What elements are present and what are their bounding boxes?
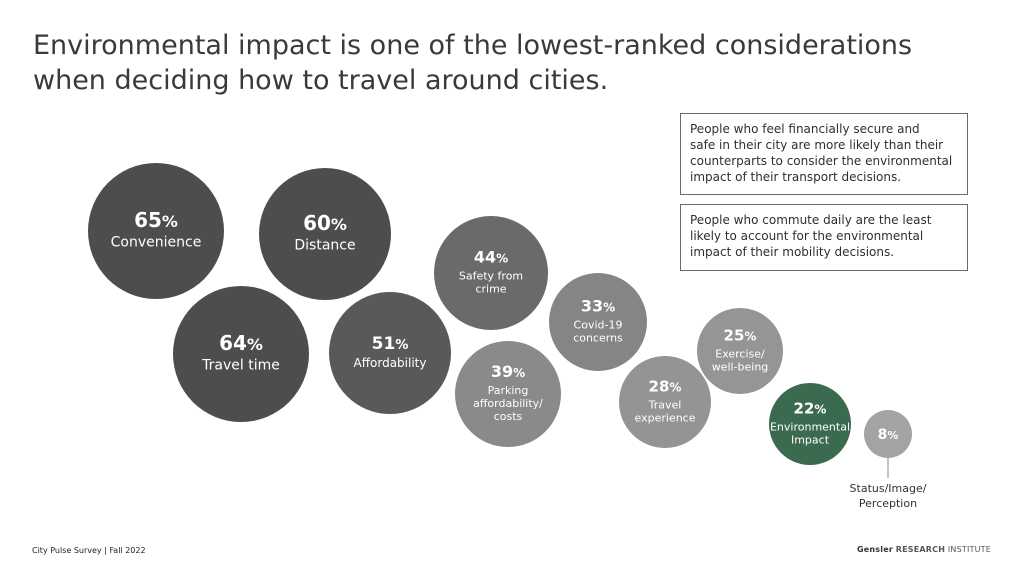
callout-line: counterparts to consider the environment… — [690, 154, 953, 168]
bubble-label: Travel time — [201, 358, 280, 374]
bubble-circle — [329, 292, 451, 414]
bubble-circle — [455, 341, 561, 447]
callout-line: likely to account for the environmental — [690, 229, 924, 243]
bubble-status-image-perception: 8% Status/Image/Perception — [850, 410, 927, 510]
bubble-label: crime — [475, 283, 506, 296]
callout-financial-security: People who feel financially secure and s… — [680, 113, 968, 195]
callout-line: safe in their city are more likely than … — [690, 138, 944, 152]
value-number: 64 — [219, 331, 247, 355]
bubble-label: costs — [494, 410, 523, 423]
bubble-circle — [769, 383, 851, 465]
brand-name: Gensler — [857, 545, 893, 554]
bubble-label: Covid-19 — [574, 319, 623, 332]
callout-line: impact of their mobility decisions. — [690, 245, 895, 259]
title-line-2: when deciding how to travel around citie… — [33, 65, 609, 96]
source-note: City Pulse Survey | Fall 2022 — [32, 546, 146, 555]
value-number: 51 — [372, 334, 396, 354]
value-unit: % — [395, 338, 408, 353]
value-unit: % — [669, 380, 681, 394]
brand-institute: INSTITUTE — [947, 545, 991, 554]
value-unit: % — [247, 335, 263, 354]
bubble-value: 22% — [794, 399, 827, 417]
bubble-label: Impact — [791, 433, 830, 446]
bubble-circle — [173, 286, 309, 422]
brand-logo: Gensler RESEARCH INSTITUTE — [857, 545, 991, 554]
value-number: 60 — [303, 211, 331, 235]
value-number: 39 — [491, 362, 513, 381]
callout-line: People who commute daily are the least — [690, 213, 932, 227]
bubble-label: Environmental — [770, 420, 850, 433]
value-unit: % — [331, 215, 347, 234]
bubble-label: Status/Image/ — [850, 482, 927, 495]
bubble-label: affordability/ — [473, 397, 543, 410]
value-unit: % — [513, 366, 525, 380]
bubble-value: 44% — [474, 248, 508, 267]
bubble-circle — [619, 356, 711, 448]
bubble-circle — [864, 410, 912, 458]
value-unit: % — [814, 402, 826, 416]
value-number: 8 — [878, 427, 888, 443]
value-number: 28 — [649, 377, 670, 395]
callout-line: People who feel financially secure and — [690, 122, 920, 136]
bubble-label: Affordability — [354, 356, 427, 370]
value-unit: % — [162, 212, 178, 231]
callout-line: impact of their transport decisions. — [690, 170, 902, 184]
bubble-circle — [434, 216, 548, 330]
value-unit: % — [887, 429, 898, 442]
bubble-affordability: 51% Affordability — [329, 292, 451, 414]
bubble-label: experience — [635, 411, 696, 424]
page-title: Environmental impact is one of the lowes… — [33, 28, 973, 98]
bubble-value: 28% — [649, 377, 682, 395]
callout-daily-commute: People who commute daily are the least l… — [680, 204, 968, 271]
bubble-value: 39% — [491, 362, 525, 381]
bubble-label: concerns — [573, 332, 623, 345]
title-line-1: Environmental impact is one of the lowes… — [33, 30, 913, 61]
bubble-travel-time: 64% Travel time — [173, 286, 309, 422]
bubble-label: Perception — [859, 497, 917, 510]
value-number: 33 — [581, 297, 603, 316]
bubble-value: 8% — [878, 427, 899, 443]
bubble-label: well-being — [712, 360, 769, 373]
bubble-value: 64% — [219, 331, 263, 355]
bubble-value: 51% — [372, 334, 409, 354]
bubble-value: 65% — [134, 208, 178, 232]
value-number: 22 — [794, 399, 815, 417]
brand-dept: RESEARCH — [895, 545, 946, 554]
value-unit: % — [603, 301, 615, 315]
bubble-label: Travel — [648, 398, 682, 411]
bubble-label: Distance — [294, 238, 355, 254]
bubble-value: 25% — [724, 326, 757, 344]
bubble-convenience: 65% Convenience — [88, 163, 224, 299]
bubble-distance: 60% Distance — [259, 168, 391, 300]
bubble-label: Convenience — [111, 235, 202, 251]
value-number: 65 — [134, 208, 162, 232]
bubble-label: Exercise/ — [715, 347, 765, 360]
bubble-circle — [549, 273, 647, 371]
bubble-circle — [259, 168, 391, 300]
bubble-circle — [697, 308, 783, 394]
bubble-label: Safety from — [459, 270, 523, 283]
bubble-value: 60% — [303, 211, 347, 235]
value-unit: % — [496, 252, 508, 266]
bubble-value: 33% — [581, 297, 615, 316]
bubble-label: Parking — [488, 384, 529, 397]
value-unit: % — [744, 329, 756, 343]
value-number: 25 — [724, 326, 745, 344]
value-number: 44 — [474, 248, 496, 267]
bubble-exercise-well-being: 25% Exercise/well-being — [697, 308, 783, 394]
bubble-circle — [88, 163, 224, 299]
